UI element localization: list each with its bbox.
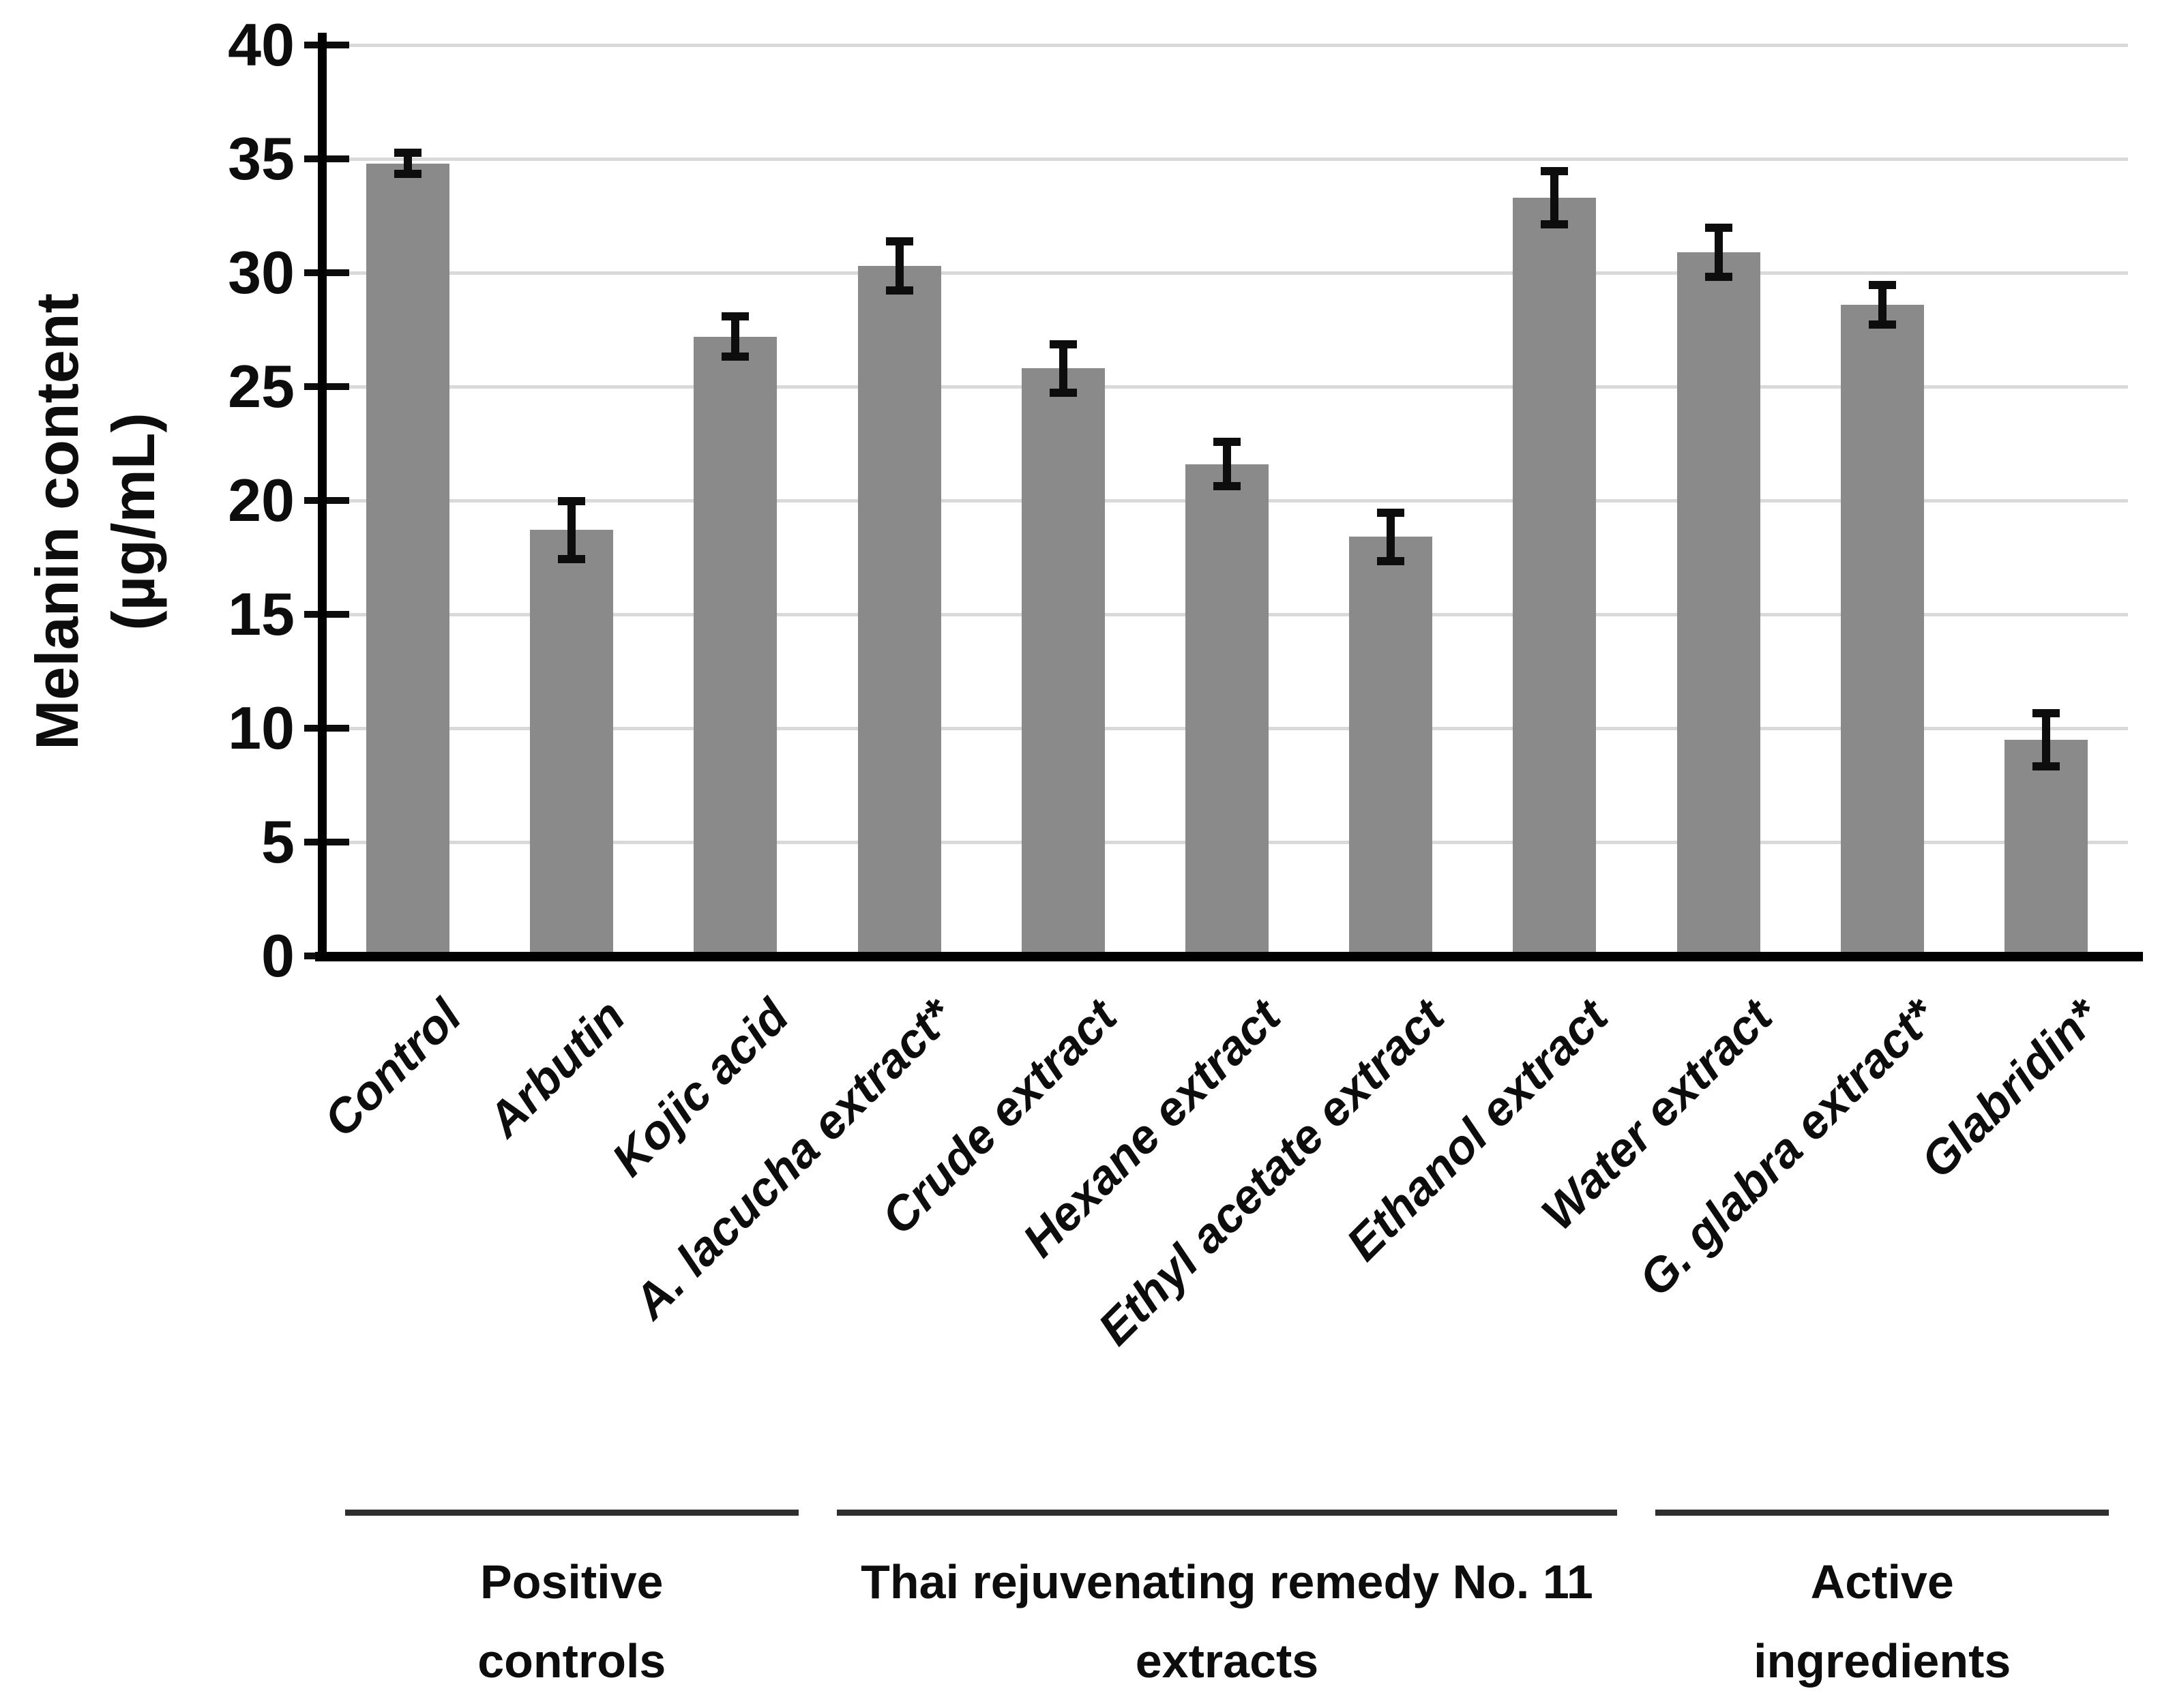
error-bar-bottom-cap-crude-extract xyxy=(1049,389,1077,398)
error-bar-bottom-cap-kojic-acid xyxy=(722,352,750,361)
y-axis xyxy=(318,33,327,961)
y-tick-20 xyxy=(304,497,349,504)
group-label-active-ingredients: Active ingredients xyxy=(1573,1542,2175,1700)
error-bar-top-cap-water-extract xyxy=(1704,224,1732,233)
bar-ethanol-extract xyxy=(1513,197,1597,956)
error-bar-top-cap-ethanol-extract xyxy=(1541,166,1569,175)
error-bar-bottom-cap-control xyxy=(394,170,422,179)
error-bar-top-cap-g-glabra-extract xyxy=(1868,280,1896,289)
bar-control xyxy=(366,163,450,956)
error-bar-top-cap-kojic-acid xyxy=(722,312,750,321)
gridline-30 xyxy=(327,271,2128,275)
y-tick-label-5: 5 xyxy=(261,808,295,875)
error-bar-top-cap-a-lacucha-extract xyxy=(885,237,913,246)
error-bar-bottom-cap-water-extract xyxy=(1704,272,1732,281)
y-tick-25 xyxy=(304,383,349,390)
bar-arbutin xyxy=(530,530,614,956)
gridline-35 xyxy=(327,158,2128,161)
error-bar-g-glabra-extract xyxy=(1878,284,1887,325)
group-label-thai-rejuvenating-remedy-no-11-extracts-line-2: extracts xyxy=(1135,1634,1319,1688)
error-bar-top-cap-control xyxy=(394,148,422,157)
error-bar-hexane-extract xyxy=(1223,441,1231,487)
error-bar-top-cap-crude-extract xyxy=(1049,340,1077,348)
error-bar-bottom-cap-ethanol-extract xyxy=(1541,220,1569,228)
error-bar-top-cap-hexane-extract xyxy=(1213,438,1241,447)
error-bar-bottom-cap-arbutin xyxy=(558,554,586,563)
group-line-thai-rejuvenating-remedy-no-11-extracts xyxy=(836,1510,1618,1516)
y-tick-label-40: 40 xyxy=(228,11,295,78)
error-bar-kojic-acid xyxy=(731,316,740,357)
bar-water-extract xyxy=(1676,252,1760,956)
y-tick-40 xyxy=(304,42,349,48)
error-bar-bottom-cap-a-lacucha-extract xyxy=(885,286,913,295)
bar-crude-extract xyxy=(1021,368,1105,956)
y-tick-35 xyxy=(304,155,349,162)
group-line-positive-controls xyxy=(345,1510,799,1516)
error-bar-bottom-cap-glabridin xyxy=(2032,762,2060,770)
error-bar-control xyxy=(404,151,413,175)
group-label-thai-rejuvenating-remedy-no-11-extracts: Thai rejuvenating remedy No. 11 extracts xyxy=(755,1542,1700,1700)
error-bar-bottom-cap-g-glabra-extract xyxy=(1868,320,1896,329)
y-tick-10 xyxy=(304,725,349,732)
error-bar-bottom-cap-hexane-extract xyxy=(1213,481,1241,490)
error-bar-top-cap-glabridin xyxy=(2032,708,2060,717)
x-axis xyxy=(315,952,2143,961)
error-bar-top-cap-ethyl-acetate-extract xyxy=(1377,508,1405,517)
group-label-active-ingredients-line-2: ingredients xyxy=(1754,1634,2011,1688)
error-bar-bottom-cap-ethyl-acetate-extract xyxy=(1377,557,1405,566)
bar-a-lacucha-extract xyxy=(857,265,941,956)
error-bar-water-extract xyxy=(1714,227,1723,278)
y-tick-15 xyxy=(304,611,349,618)
error-bar-glabridin xyxy=(2041,712,2050,767)
y-tick-label-15: 15 xyxy=(228,580,295,648)
y-tick-label-20: 20 xyxy=(228,466,295,534)
group-label-positive-controls-line-2: controls xyxy=(477,1634,666,1688)
bar-ethyl-acetate-extract xyxy=(1349,537,1433,956)
group-label-active-ingredients-line-1: Active xyxy=(1810,1555,1954,1608)
y-tick-label-25: 25 xyxy=(228,353,295,420)
gridline-25 xyxy=(327,385,2128,389)
gridline-40 xyxy=(327,44,2128,47)
y-tick-label-35: 35 xyxy=(228,125,295,192)
bar-kojic-acid xyxy=(694,336,778,956)
y-tick-30 xyxy=(304,269,349,276)
y-tick-5 xyxy=(304,839,349,845)
group-line-active-ingredients xyxy=(1655,1510,2109,1516)
error-bar-ethanol-extract xyxy=(1550,170,1559,225)
y-tick-label-10: 10 xyxy=(228,694,295,762)
group-label-positive-controls-line-1: Positive xyxy=(480,1555,664,1608)
error-bar-crude-extract xyxy=(1059,343,1067,393)
error-bar-ethyl-acetate-extract xyxy=(1387,511,1395,563)
error-bar-top-cap-arbutin xyxy=(558,497,586,505)
y-tick-label-0: 0 xyxy=(261,922,295,989)
bar-glabridin xyxy=(2004,739,2088,956)
group-label-thai-rejuvenating-remedy-no-11-extracts-line-1: Thai rejuvenating remedy No. 11 xyxy=(861,1555,1593,1608)
group-label-positive-controls: Positive controls xyxy=(263,1542,881,1700)
y-tick-label-30: 30 xyxy=(228,239,295,306)
bar-g-glabra-extract xyxy=(1840,304,1924,956)
bar-hexane-extract xyxy=(1185,464,1269,956)
error-bar-a-lacucha-extract xyxy=(895,241,904,291)
error-bar-arbutin xyxy=(567,500,576,560)
